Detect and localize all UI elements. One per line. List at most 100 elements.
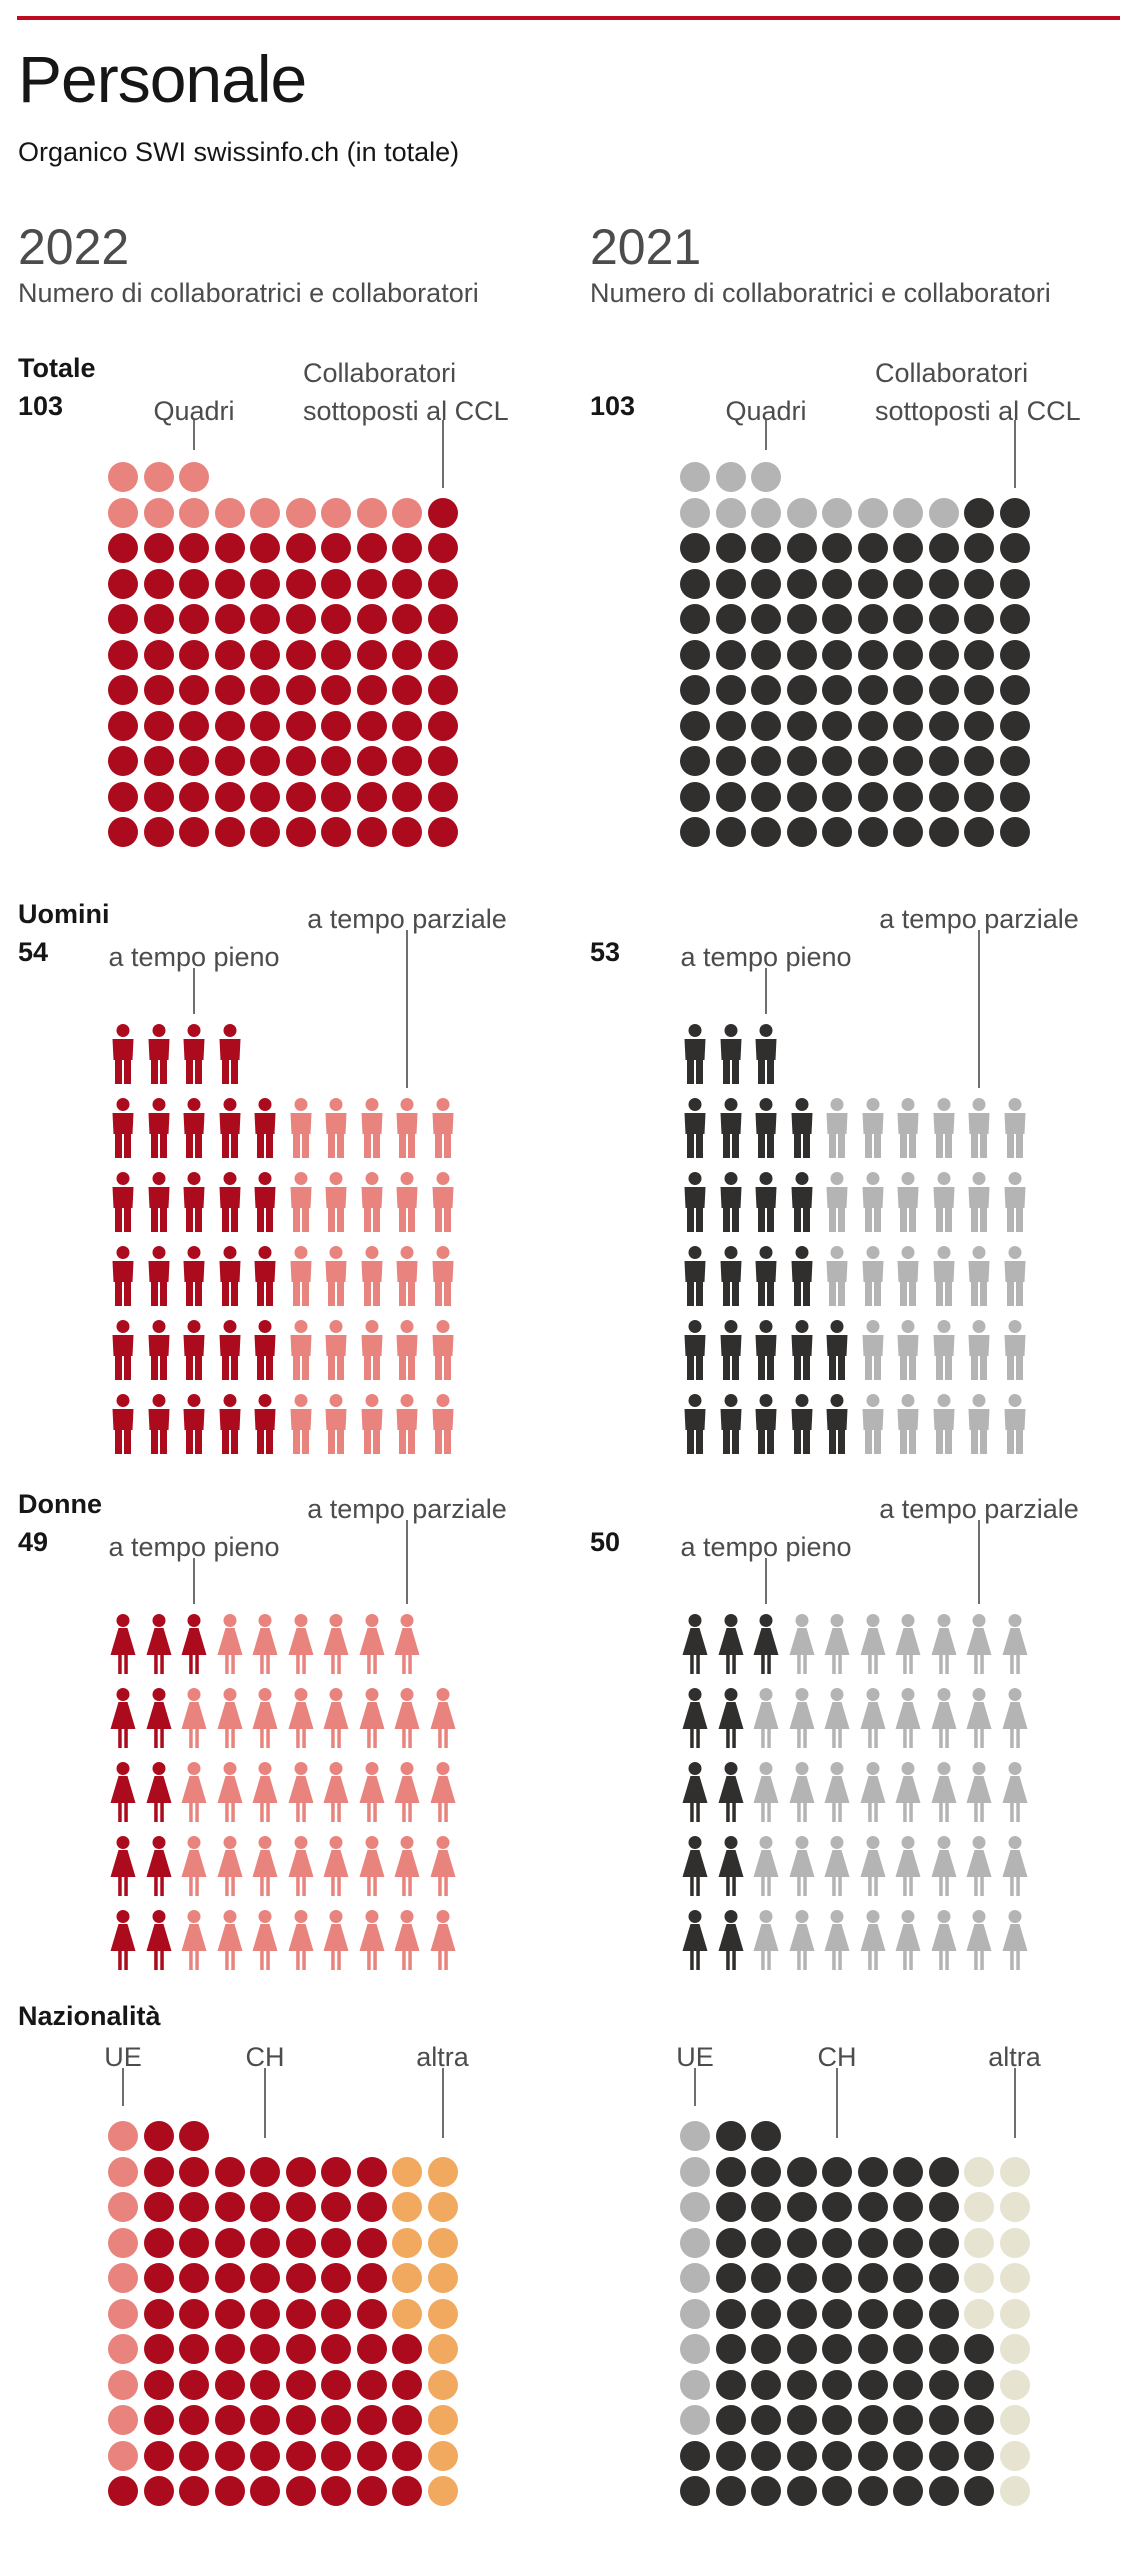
man-icon	[751, 1172, 781, 1232]
person-dot	[999, 2227, 1030, 2258]
man-icon	[250, 1320, 280, 1380]
person-dot	[822, 746, 852, 776]
woman-icon	[751, 1614, 781, 1674]
woman-icon	[858, 1614, 888, 1674]
person-dot	[680, 497, 710, 528]
column-subtitle: Numero di collaboratrici e collaboratori	[18, 278, 479, 308]
man-icon	[751, 1394, 781, 1454]
person-dot	[964, 533, 994, 563]
person-dot	[893, 2298, 923, 2329]
man-icon	[215, 1246, 245, 1306]
person-dot	[893, 2156, 923, 2187]
woman-icon	[964, 1762, 994, 1822]
woman-icon	[144, 1910, 174, 1970]
person-dot	[179, 497, 209, 528]
man-icon	[751, 1024, 781, 1084]
person-dot	[822, 2334, 852, 2364]
person-dot	[143, 2440, 174, 2471]
person-dot	[751, 2476, 781, 2506]
pictogram-row	[108, 462, 458, 492]
person-dot	[392, 2440, 422, 2471]
leader-line	[264, 2068, 266, 2138]
woman-icon	[215, 1910, 245, 1970]
person-dot	[356, 2227, 387, 2258]
man-icon	[428, 1394, 458, 1454]
woman-icon	[108, 1762, 138, 1822]
person-dot	[999, 2192, 1030, 2222]
pictogram-row	[680, 2476, 1030, 2506]
person-dot	[751, 2440, 781, 2471]
person-dot	[356, 533, 387, 563]
pictogram-row	[680, 462, 1030, 492]
man-icon	[215, 1172, 245, 1232]
annotation-line-text: Collaboratori	[875, 358, 1029, 388]
man-icon	[1000, 1098, 1030, 1158]
woman-icon	[893, 1836, 923, 1896]
leader-line	[765, 420, 767, 450]
woman-icon	[179, 1688, 209, 1748]
man-icon	[392, 1172, 422, 1232]
person-dot	[321, 710, 351, 741]
pictogram-grid-donne	[680, 1614, 1030, 1984]
person-dot	[751, 604, 781, 634]
person-dot	[392, 497, 422, 528]
person-dot	[356, 817, 387, 847]
person-dot	[392, 533, 422, 563]
man-icon	[215, 1098, 245, 1158]
person-dot	[214, 781, 245, 812]
person-dot	[786, 675, 817, 705]
person-dot	[108, 2263, 138, 2293]
person-dot	[999, 2476, 1030, 2506]
woman-icon	[108, 1688, 138, 1748]
man-icon	[964, 1246, 994, 1306]
person-dot	[786, 2263, 817, 2293]
pictogram-row	[680, 2156, 1030, 2187]
leader-line	[193, 1558, 195, 1604]
leader-line	[193, 420, 195, 450]
person-dot	[715, 2334, 746, 2364]
woman-icon	[428, 1762, 458, 1822]
man-icon	[822, 1098, 852, 1158]
person-dot	[143, 497, 174, 528]
man-icon	[144, 1024, 174, 1084]
person-dot	[715, 2405, 746, 2435]
person-dot	[108, 746, 138, 776]
person-dot	[392, 675, 422, 705]
pictogram-row	[680, 710, 1030, 741]
person-dot	[143, 2369, 174, 2400]
person-dot	[822, 2405, 852, 2435]
woman-icon	[1000, 1836, 1030, 1896]
person-dot	[680, 2440, 710, 2471]
man-icon	[787, 1320, 817, 1380]
person-dot	[285, 710, 316, 741]
person-dot	[143, 2334, 174, 2364]
person-dot	[680, 817, 710, 847]
annotation-label: Collaboratori sottoposti al CCL	[303, 354, 509, 430]
person-dot	[356, 2334, 387, 2364]
person-dot	[250, 568, 280, 599]
pictogram-grid-nazionalita	[680, 2121, 1030, 2512]
pictogram-row	[680, 1614, 1030, 1674]
leader-line	[765, 1558, 767, 1604]
pictogram-row	[680, 2192, 1030, 2222]
woman-icon	[964, 1910, 994, 1970]
person-dot	[285, 2405, 316, 2435]
annotation-line-text: Collaboratori	[303, 358, 457, 388]
person-dot	[321, 568, 351, 599]
person-dot	[356, 2369, 387, 2400]
pictogram-row	[680, 1246, 1030, 1306]
person-dot	[392, 746, 422, 776]
person-dot	[822, 2369, 852, 2400]
top-accent-rule	[17, 16, 1120, 20]
person-dot	[143, 2227, 174, 2258]
person-dot	[143, 2263, 174, 2293]
person-dot	[680, 533, 710, 563]
person-dot	[857, 497, 888, 528]
person-dot	[392, 604, 422, 634]
person-dot	[857, 2476, 888, 2506]
woman-icon	[716, 1836, 746, 1896]
woman-icon	[822, 1688, 852, 1748]
woman-icon	[858, 1836, 888, 1896]
man-icon	[179, 1246, 209, 1306]
person-dot	[250, 2156, 280, 2187]
